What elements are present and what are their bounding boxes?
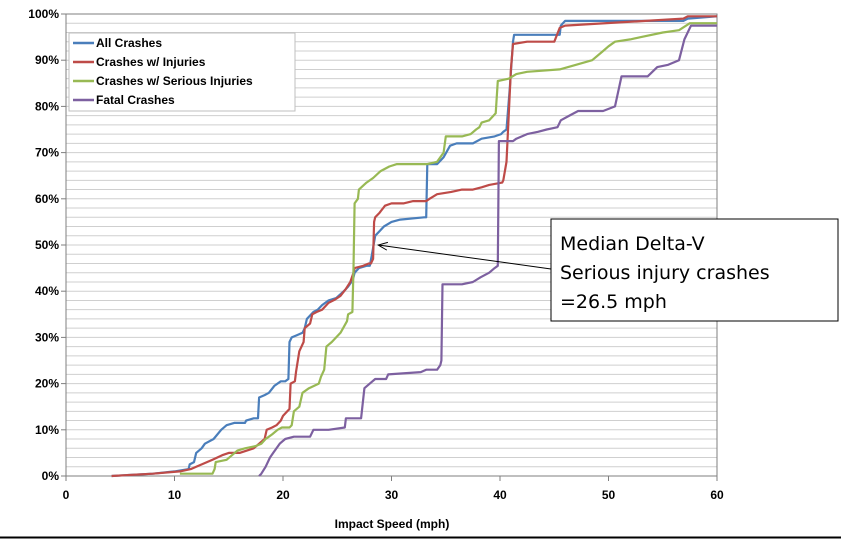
annotation-arrow-line [378, 244, 552, 270]
y-tick-label: 10% [35, 423, 59, 437]
x-tick-label: 0 [63, 488, 70, 502]
y-tick-label: 100% [28, 7, 59, 21]
y-tick-label: 60% [35, 192, 59, 206]
annotation-arrow-head [376, 241, 389, 251]
y-tick-label: 40% [35, 284, 59, 298]
y-tick-label: 20% [35, 377, 59, 391]
y-tick-label: 90% [35, 53, 59, 67]
series-line-4 [258, 24, 717, 477]
series-line-3 [179, 22, 717, 475]
x-tick-label: 30 [385, 488, 399, 502]
x-tick-label: 50 [602, 488, 616, 502]
legend-label: Crashes w/ Serious Injuries [96, 74, 253, 88]
legend-label: Crashes w/ Injuries [96, 55, 206, 69]
annotation-text: Serious injury crashes [560, 262, 770, 284]
series-lines [111, 15, 718, 478]
legend: All Crashes Crashes w/ Injuries Crashes w/… [68, 32, 296, 112]
y-tick-label: 0% [42, 469, 60, 483]
legend-label: Fatal Crashes [96, 93, 175, 107]
legend-label: All Crashes [96, 36, 162, 50]
annotation-text: Median Delta-V [560, 233, 705, 255]
y-tick-label: 80% [35, 99, 59, 113]
y-tick-label: 70% [35, 146, 59, 160]
x-tick-label: 20 [276, 488, 290, 502]
axes: 0% 10% 20% 30% 40% 50% 60% 70% 80% 90% 100% 0 10 20 30… [28, 7, 724, 502]
annotation-box [550, 218, 839, 322]
y-tick-label: 30% [35, 330, 59, 344]
median-annotation: Median Delta-V Serious injury crashes =26.… [376, 218, 839, 322]
annotation-text: =26.5 mph [560, 291, 667, 313]
x-tick-label: 40 [493, 488, 507, 502]
legend-box [68, 32, 296, 112]
x-tick-label: 10 [168, 488, 182, 502]
x-axis-title: Impact Speed (mph) [335, 517, 450, 531]
y-tick-label: 50% [35, 238, 59, 252]
x-tick-label: 60 [710, 488, 724, 502]
